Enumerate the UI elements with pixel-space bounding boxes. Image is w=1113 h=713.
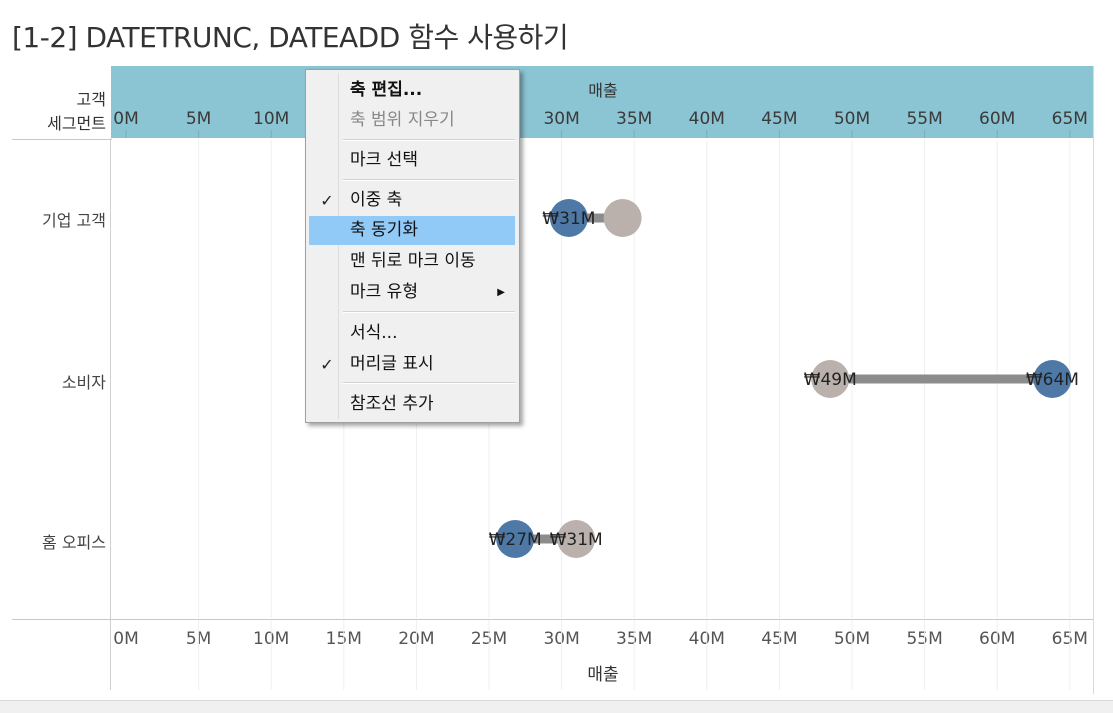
- menu-item[interactable]: 서식...: [309, 319, 515, 348]
- top-tick-label: 50M: [833, 109, 871, 129]
- value-label: ₩64M: [1026, 370, 1079, 390]
- top-tick-label: 60M: [979, 109, 1016, 129]
- menu-item-label: 머리글 표시: [350, 354, 434, 374]
- menu-item[interactable]: 축 편집...: [309, 76, 515, 105]
- menu-item-label: 마크 유형: [350, 282, 418, 302]
- menu-separator: [343, 382, 515, 384]
- menu-item-label: 축 편집...: [350, 80, 423, 100]
- bottom-tick-label: 0M: [113, 629, 139, 649]
- plot-bottom-border: [12, 619, 1094, 620]
- top-tick-label: 5M: [185, 109, 212, 129]
- top-tick-label: 30M: [543, 109, 580, 129]
- column-header-band[interactable]: [111, 66, 1094, 138]
- menu-item-label: 참조선 추가: [350, 394, 434, 414]
- header-divider: [12, 139, 112, 140]
- value-label: ₩31M: [542, 209, 595, 229]
- top-tick-label: 65M: [1051, 109, 1088, 129]
- row-header-title[interactable]: 고객 세그먼트: [10, 88, 106, 136]
- menu-item-label: 맨 뒤로 마크 이동: [350, 251, 476, 271]
- mark-dark: [496, 520, 535, 558]
- checkmark-icon: ✓: [320, 355, 334, 374]
- plot-left-border: [110, 138, 111, 690]
- menu-item[interactable]: ✓ 머리글 표시: [309, 350, 515, 379]
- menu-item-label: 마크 선택: [350, 150, 418, 170]
- menu-item-label: 서식...: [350, 323, 398, 343]
- bottom-axis-title[interactable]: 매출: [587, 665, 619, 685]
- menu-item[interactable]: ✓ 이중 축: [309, 186, 515, 215]
- menu-item-label: 축 동기화: [350, 220, 418, 240]
- top-tick-label: 10M: [253, 109, 290, 129]
- row-label-home-office[interactable]: 홈 오피스: [42, 533, 106, 552]
- menu-item[interactable]: 맨 뒤로 마크 이동: [309, 247, 515, 276]
- menu-item[interactable]: 참조선 추가: [309, 390, 515, 419]
- checkmark-icon: ✓: [320, 191, 334, 210]
- menu-item[interactable]: 마크 유형 ▶: [309, 278, 515, 307]
- view-bottom-scroll-area: [0, 700, 1113, 713]
- submenu-arrow-icon: ▶: [497, 287, 505, 298]
- mark-light: [603, 199, 642, 237]
- sheet-title: [1-2] DATETRUNC, DATEADD 함수 사용하기: [12, 21, 569, 54]
- top-tick-label: 40M: [688, 109, 725, 129]
- row-label-corporate[interactable]: 기업 고객: [42, 211, 106, 230]
- mark-dark: [549, 199, 588, 237]
- top-axis-title[interactable]: 매출: [588, 81, 618, 100]
- menu-item: 축 범위 지우기: [309, 106, 515, 135]
- row-header-line2: 세그먼트: [47, 114, 106, 133]
- menu-check-gutter: [338, 73, 339, 419]
- value-label: ₩27M: [489, 530, 542, 550]
- mark-dark: [1033, 360, 1072, 398]
- top-tick-label: 45M: [761, 109, 798, 129]
- mark-light: [811, 360, 850, 398]
- row-label-consumer[interactable]: 소비자: [61, 373, 106, 392]
- menu-item-label: 이중 축: [350, 190, 403, 210]
- menu-item[interactable]: 마크 선택: [309, 146, 515, 175]
- value-label: ₩31M: [550, 530, 603, 550]
- menu-item[interactable]: 축 동기화: [309, 216, 515, 245]
- menu-separator: [343, 179, 515, 181]
- top-tick-label: 55M: [906, 109, 943, 129]
- view-right-border: [1093, 66, 1094, 694]
- menu-item-label: 축 범위 지우기: [350, 110, 455, 130]
- menu-separator: [343, 311, 515, 313]
- top-tick-label: 0M: [113, 109, 139, 129]
- menu-separator: [343, 139, 515, 141]
- mark-light: [557, 520, 596, 558]
- row-header-line1: 고객: [76, 90, 106, 109]
- value-label: ₩49M: [804, 370, 857, 390]
- top-tick-label: 35M: [616, 109, 653, 129]
